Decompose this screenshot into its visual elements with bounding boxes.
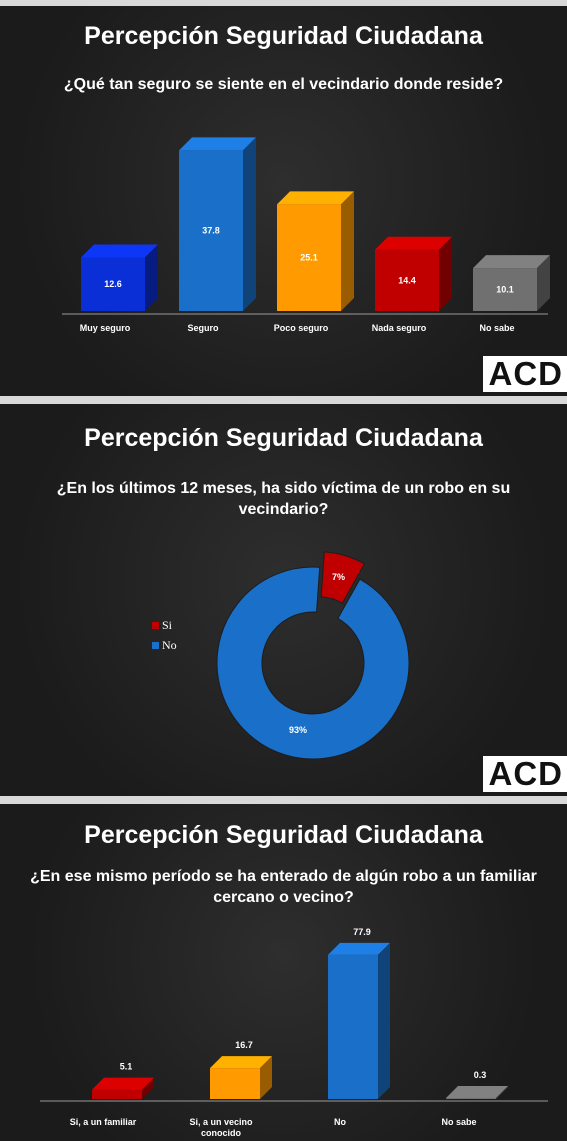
bar-top: [210, 1056, 272, 1069]
donut-chart-robbery-victim: 7% 93% Si No: [152, 551, 410, 760]
panel-title: Percepción Seguridad Ciudadana: [84, 821, 483, 849]
legend-label: Si: [162, 618, 173, 632]
panel-question: ¿Qué tan seguro se siente en el vecindar…: [63, 76, 504, 93]
bar: [81, 244, 158, 311]
bar-side: [341, 191, 354, 311]
bar-top: [92, 1077, 154, 1090]
bar-front: [277, 204, 341, 311]
category-label: Si, a un familiar: [70, 1117, 137, 1127]
bar: [277, 191, 354, 311]
bar-chart-heard-of-robbery: 5.1 16.7 77.9 0.3 Si, a un familiar Si, a un …: [40, 927, 548, 1138]
category-label: Nada seguro: [372, 323, 427, 333]
legend-label: No: [162, 638, 177, 652]
bar-front: [328, 954, 378, 1099]
bar: [473, 255, 550, 311]
category-label: Muy seguro: [80, 323, 131, 333]
data-label: 37.8: [202, 226, 220, 236]
legend-swatch: [152, 622, 159, 629]
data-label: 10.1: [496, 285, 514, 295]
category-label-line: conocido: [201, 1128, 242, 1138]
bar-front: [210, 1068, 260, 1099]
legend-swatch: [152, 642, 159, 649]
category-label: No sabe: [441, 1117, 476, 1127]
bar-front: [473, 268, 537, 311]
bar-front: [375, 249, 439, 311]
bar: [92, 1077, 154, 1099]
category-label: No sabe: [479, 323, 514, 333]
data-label: 12.6: [104, 279, 122, 289]
bar-chart-neighborhood-safety: 12.6 Muy seguro 37.8 Seguro 25.1 Poco seguro 1…: [62, 137, 550, 333]
data-label: 5.1: [120, 1062, 133, 1072]
bar-front: [179, 150, 243, 311]
data-label: 14.4: [398, 275, 416, 285]
category-label: Si, a un vecino conocido: [189, 1117, 253, 1138]
bar-top: [328, 942, 390, 955]
bar-top: [446, 1086, 508, 1098]
bar: [328, 942, 390, 1099]
category-label-line: Si, a un vecino: [189, 1117, 253, 1127]
bar-front: [92, 1089, 142, 1099]
panel-title: Percepción Seguridad Ciudadana: [84, 424, 483, 452]
bar-side: [142, 1077, 154, 1099]
bar: [375, 236, 452, 311]
data-label: 93%: [289, 725, 307, 735]
chart-panel-2: Percepción Seguridad Ciudadana ¿En los ú…: [0, 404, 567, 796]
bar-top: [375, 236, 452, 250]
bar-side: [243, 137, 256, 311]
bar-side: [378, 942, 390, 1099]
data-label: 0.3: [474, 1070, 487, 1080]
chart-panel-3: Percepción Seguridad Ciudadana ¿En ese m…: [0, 804, 567, 1141]
bar-top: [473, 255, 550, 269]
bar: [446, 1086, 508, 1099]
bar: [179, 137, 256, 311]
bar-side: [537, 255, 550, 311]
bar-side: [439, 236, 452, 311]
data-label: 25.1: [300, 253, 318, 263]
bar-front: [81, 257, 145, 311]
bar-side: [145, 244, 158, 311]
panel-question: ¿En los últimos 12 meses, ha sido víctim…: [56, 480, 511, 518]
donut-slice: [320, 551, 366, 604]
bar-top: [81, 244, 158, 258]
chart-panel-1: Percepción Seguridad Ciudadana ¿Qué tan …: [0, 6, 567, 396]
bar-top: [277, 191, 354, 205]
bar-top: [179, 137, 256, 151]
acd-logo: ACD: [482, 356, 567, 392]
category-label: Poco seguro: [274, 323, 329, 333]
panel-title: Percepción Seguridad Ciudadana: [84, 22, 483, 50]
bar-side: [496, 1086, 508, 1099]
data-label: 77.9: [353, 927, 371, 937]
category-label: Seguro: [187, 323, 219, 333]
acd-logo: ACD: [482, 756, 567, 792]
bar: [210, 1056, 272, 1099]
data-label: 7%: [332, 572, 345, 582]
bar-side: [260, 1056, 272, 1099]
panel-question: ¿En ese mismo período se ha enterado de …: [30, 868, 537, 906]
donut-slice: [216, 566, 410, 760]
category-label: No: [334, 1117, 346, 1127]
bar-front: [446, 1098, 496, 1099]
data-label: 16.7: [235, 1040, 253, 1050]
